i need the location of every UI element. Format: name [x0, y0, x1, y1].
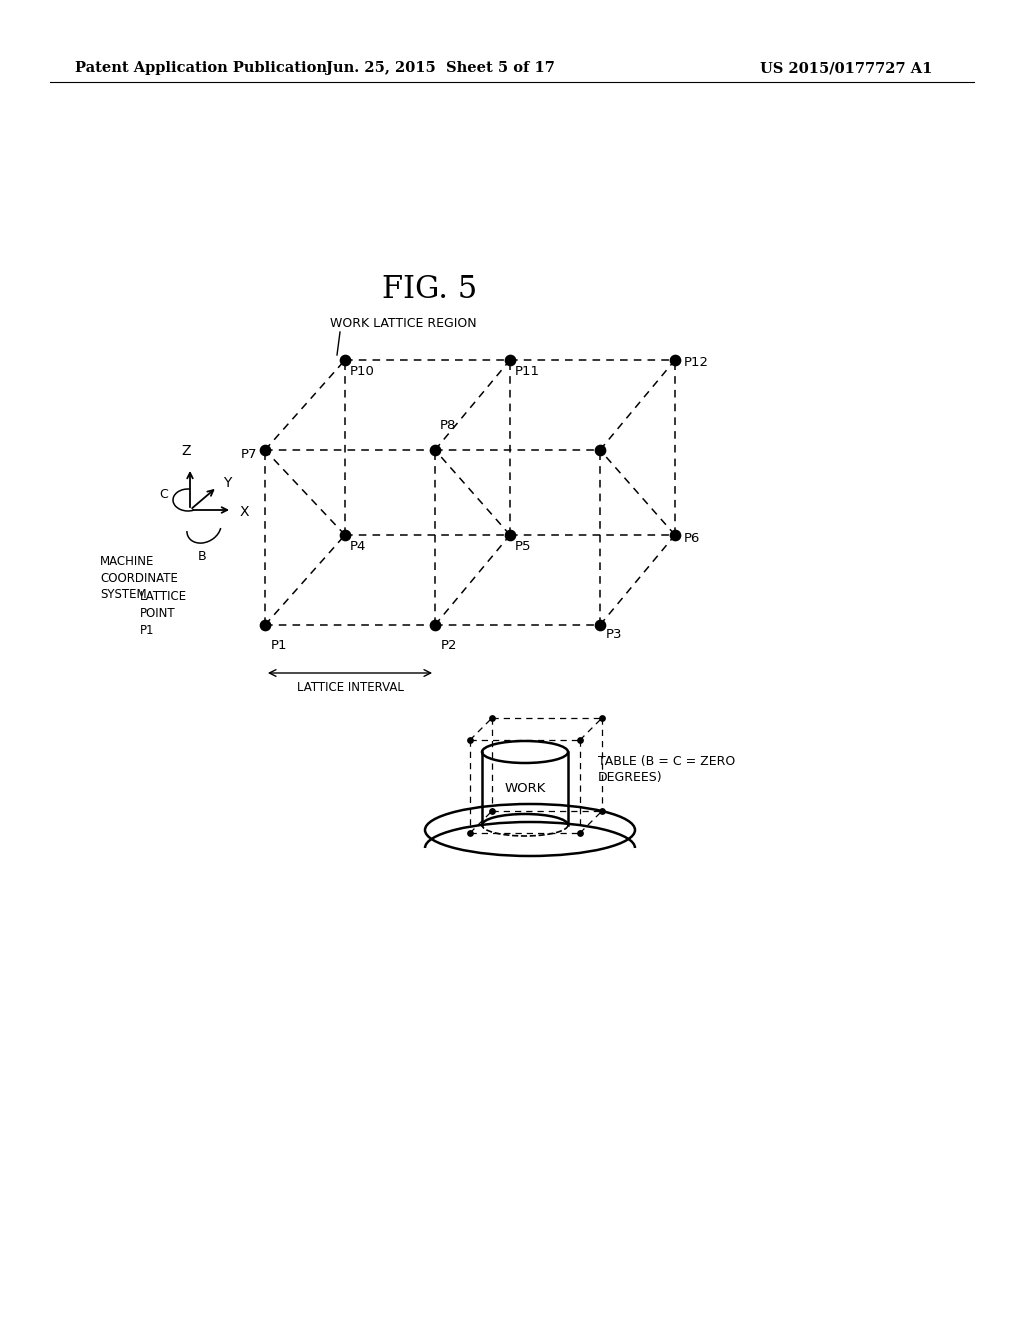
Point [571, 822, 588, 843]
Text: LATTICE
POINT
P1: LATTICE POINT P1 [140, 590, 187, 638]
Text: P7: P7 [241, 447, 257, 461]
Text: Jun. 25, 2015  Sheet 5 of 17: Jun. 25, 2015 Sheet 5 of 17 [326, 61, 554, 75]
Text: P2: P2 [441, 639, 458, 652]
Text: P12: P12 [684, 356, 709, 370]
Point [483, 708, 500, 729]
Text: X: X [240, 506, 250, 519]
Text: Patent Application Publication: Patent Application Publication [75, 61, 327, 75]
Point [502, 524, 518, 545]
Point [502, 350, 518, 371]
Text: FIG. 5: FIG. 5 [382, 275, 477, 305]
Point [594, 800, 610, 821]
Text: TABLE (B = C = ZERO
DEGREES): TABLE (B = C = ZERO DEGREES) [598, 755, 735, 784]
Text: P5: P5 [515, 540, 531, 553]
Text: US 2015/0177727 A1: US 2015/0177727 A1 [760, 61, 933, 75]
Text: LATTICE INTERVAL: LATTICE INTERVAL [297, 681, 403, 694]
Point [462, 822, 478, 843]
Text: MACHINE
COORDINATE
SYSTEM: MACHINE COORDINATE SYSTEM [100, 554, 178, 601]
Text: P4: P4 [350, 540, 367, 553]
Point [427, 440, 443, 461]
Text: P10: P10 [350, 366, 375, 378]
Point [462, 730, 478, 751]
Point [257, 614, 273, 635]
Point [667, 524, 683, 545]
Text: WORK LATTICE REGION: WORK LATTICE REGION [330, 317, 476, 330]
Text: WORK: WORK [504, 781, 546, 795]
Point [483, 800, 500, 821]
Text: P3: P3 [606, 628, 623, 642]
Point [667, 350, 683, 371]
Text: Y: Y [223, 477, 231, 490]
Text: P1: P1 [271, 639, 288, 652]
Text: P8: P8 [440, 418, 457, 432]
Point [592, 614, 608, 635]
Point [571, 730, 588, 751]
Point [257, 440, 273, 461]
Point [427, 614, 443, 635]
Point [594, 708, 610, 729]
Text: P6: P6 [684, 532, 700, 544]
Point [592, 440, 608, 461]
Text: C: C [160, 487, 168, 500]
Point [337, 350, 353, 371]
Point [337, 524, 353, 545]
Text: B: B [198, 550, 206, 564]
Text: Z: Z [181, 444, 190, 458]
Text: P11: P11 [515, 366, 540, 378]
